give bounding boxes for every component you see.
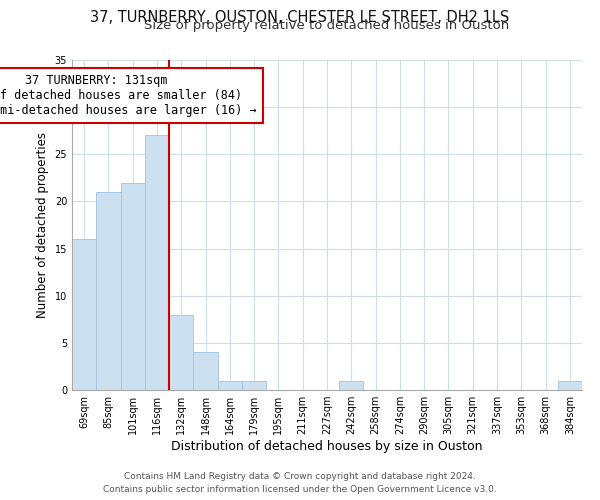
X-axis label: Distribution of detached houses by size in Ouston: Distribution of detached houses by size … xyxy=(171,440,483,453)
Text: 37 TURNBERRY: 131sqm
← 83% of detached houses are smaller (84)
16% of semi-detac: 37 TURNBERRY: 131sqm ← 83% of detached h… xyxy=(0,74,257,117)
Bar xyxy=(145,136,169,390)
Bar xyxy=(193,352,218,390)
Bar xyxy=(339,380,364,390)
Bar xyxy=(242,380,266,390)
Text: Contains HM Land Registry data © Crown copyright and database right 2024.
Contai: Contains HM Land Registry data © Crown c… xyxy=(103,472,497,494)
Bar xyxy=(121,182,145,390)
Bar xyxy=(96,192,121,390)
Text: 37, TURNBERRY, OUSTON, CHESTER LE STREET, DH2 1LS: 37, TURNBERRY, OUSTON, CHESTER LE STREET… xyxy=(91,10,509,25)
Bar xyxy=(169,314,193,390)
Title: Size of property relative to detached houses in Ouston: Size of property relative to detached ho… xyxy=(145,20,509,32)
Bar xyxy=(72,239,96,390)
Y-axis label: Number of detached properties: Number of detached properties xyxy=(36,132,49,318)
Bar xyxy=(558,380,582,390)
Bar xyxy=(218,380,242,390)
